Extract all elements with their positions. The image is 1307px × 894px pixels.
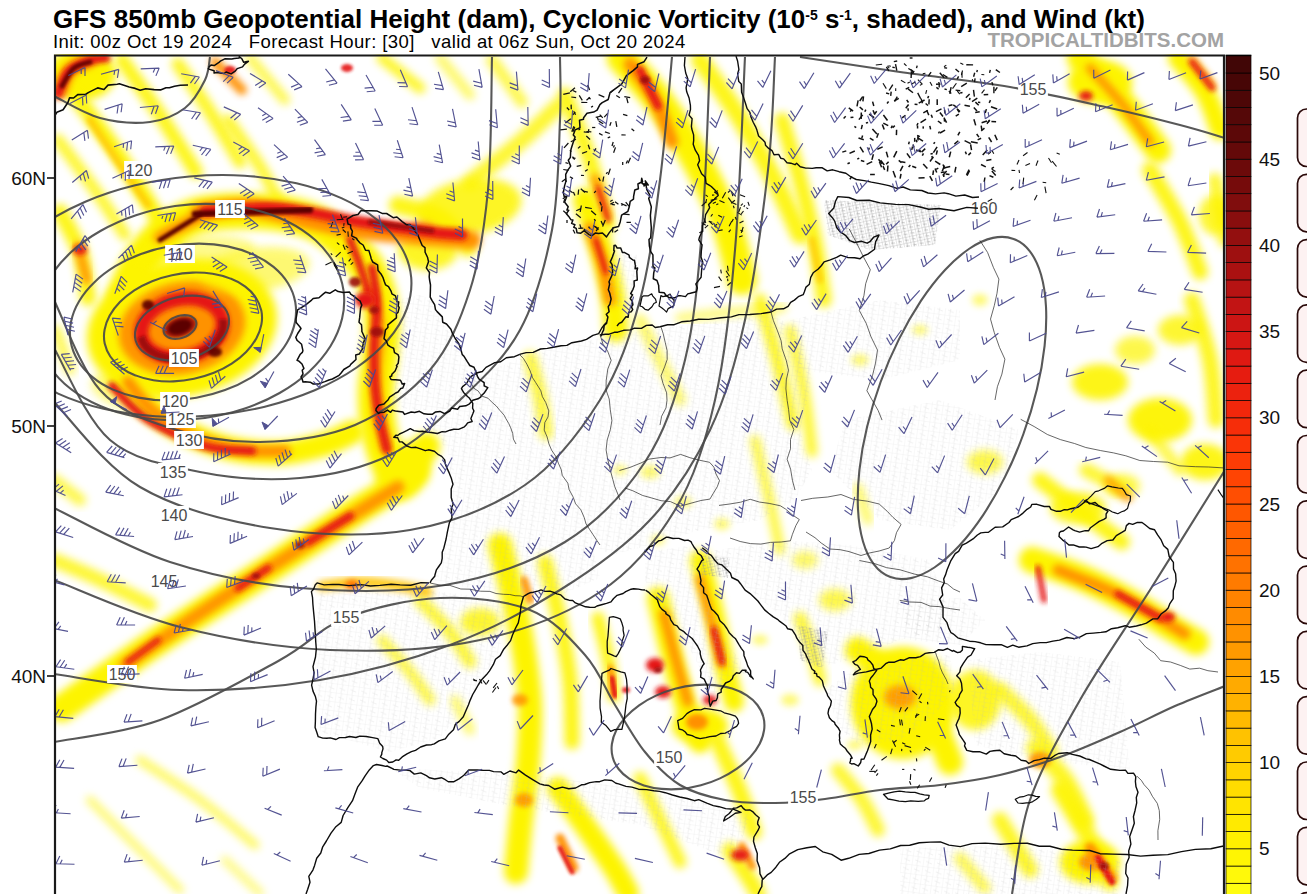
svg-text:130: 130 [176,432,203,449]
svg-text:150: 150 [656,749,683,766]
svg-text:155: 155 [790,789,817,806]
svg-text:5: 5 [1259,838,1270,859]
svg-text:155: 155 [1020,81,1047,98]
svg-text:40N: 40N [11,666,46,687]
svg-text:30: 30 [1259,407,1280,428]
svg-text:45: 45 [1259,149,1280,170]
svg-text:155: 155 [333,609,360,626]
svg-text:20: 20 [1259,580,1280,601]
svg-text:40: 40 [1259,235,1280,256]
svg-text:135: 135 [160,464,187,481]
svg-text:Init: 00z Oct 19 2024 Foreca: Init: 00z Oct 19 2024 Forecast Hour: [30… [53,31,686,52]
svg-text:115: 115 [217,201,243,218]
svg-text:15: 15 [1259,666,1280,687]
svg-text:50: 50 [1259,63,1280,84]
svg-text:140: 140 [161,507,188,524]
svg-text:125: 125 [168,411,195,428]
svg-text:25: 25 [1259,494,1280,515]
svg-text:105: 105 [171,350,198,367]
svg-text:GFS 850mb Geopotential Height: GFS 850mb Geopotential Height (dam), Cyc… [53,4,1145,34]
svg-text:35: 35 [1259,321,1280,342]
svg-text:50N: 50N [11,416,46,437]
svg-text:10: 10 [1259,752,1280,773]
svg-text:120: 120 [162,393,189,410]
svg-text:TROPICALTIDBITS.COM: TROPICALTIDBITS.COM [988,28,1225,51]
svg-text:60N: 60N [11,168,46,189]
